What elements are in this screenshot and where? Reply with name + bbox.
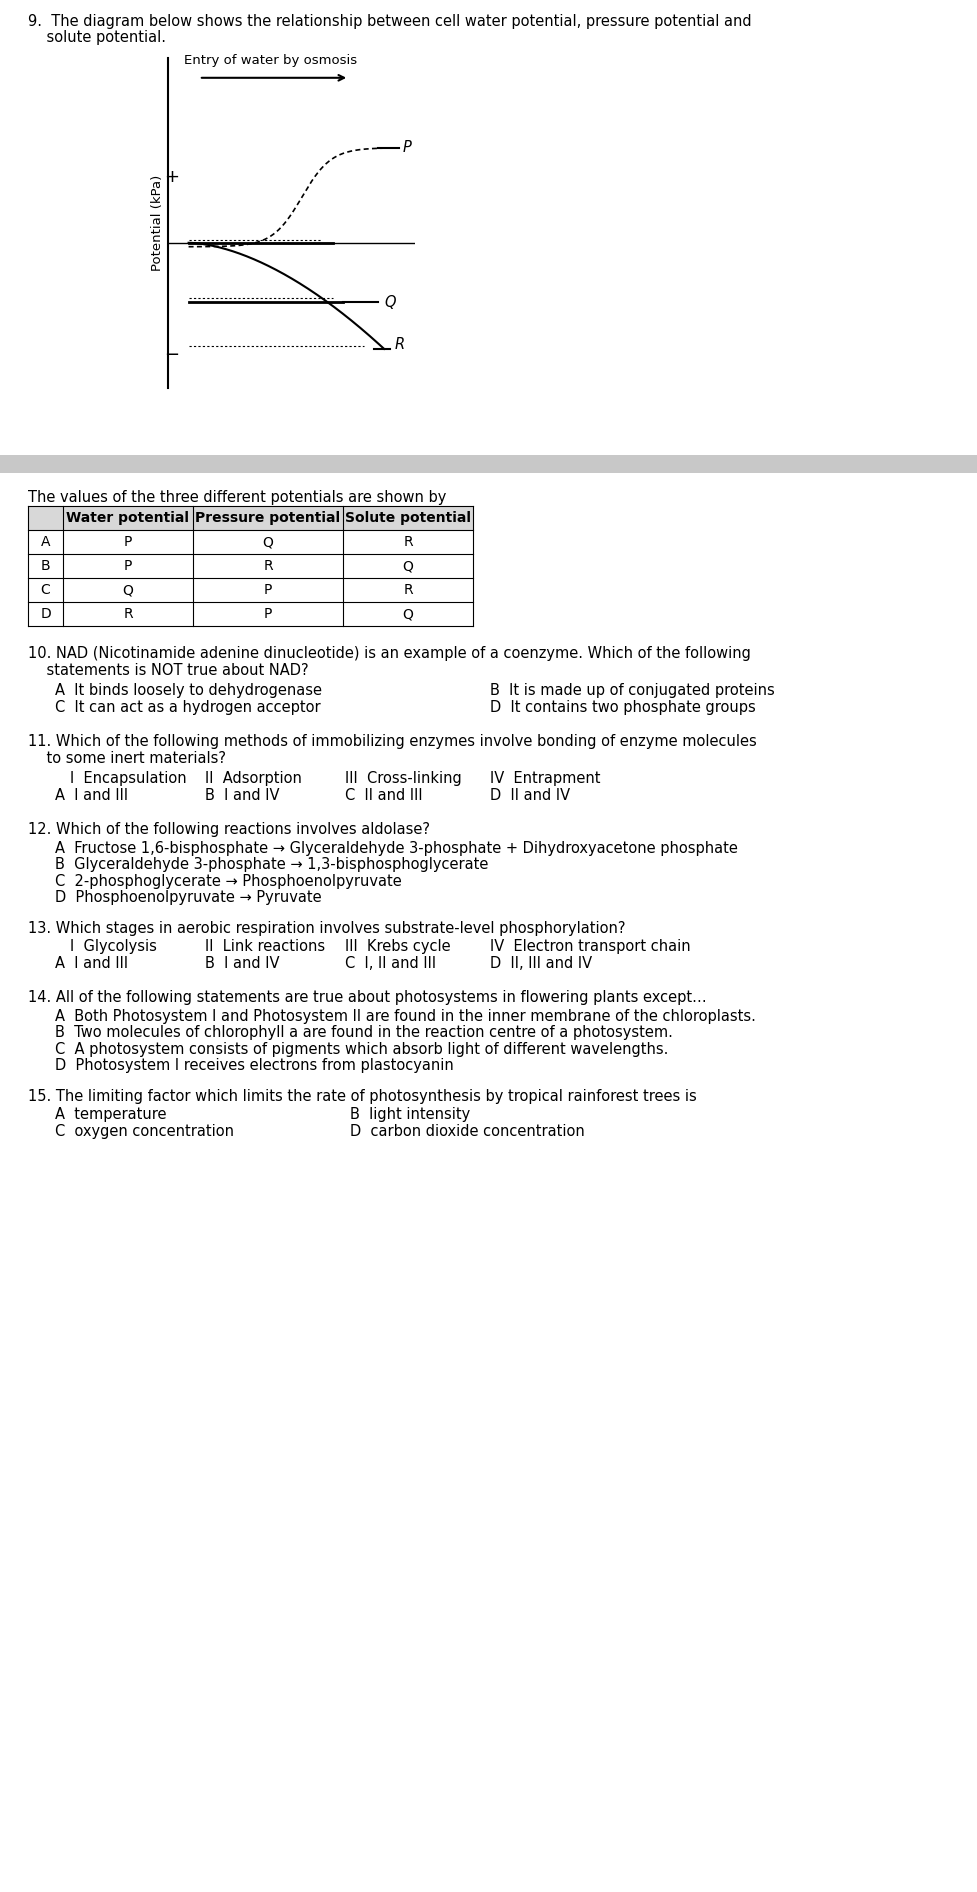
Text: C  It can act as a hydrogen acceptor: C It can act as a hydrogen acceptor: [55, 700, 320, 715]
Text: C  oxygen concentration: C oxygen concentration: [55, 1124, 234, 1139]
Text: P: P: [124, 535, 132, 549]
Text: P: P: [403, 140, 411, 155]
Text: A  I and III: A I and III: [55, 787, 128, 802]
Text: B  I and IV: B I and IV: [205, 955, 279, 971]
Text: D: D: [40, 607, 51, 621]
Text: B  Glyceraldehyde 3-phosphate → 1,3-bisphosphoglycerate: B Glyceraldehyde 3-phosphate → 1,3-bisph…: [55, 857, 488, 872]
Text: C  A photosystem consists of pigments which absorb light of different wavelength: C A photosystem consists of pigments whi…: [55, 1041, 668, 1056]
Text: III  Krebs cycle: III Krebs cycle: [345, 938, 450, 954]
Text: Water potential: Water potential: [66, 511, 190, 524]
Text: B: B: [41, 558, 50, 573]
Text: P: P: [264, 583, 273, 598]
Text: A  I and III: A I and III: [55, 955, 128, 971]
Text: A  Fructose 1,6-bisphosphate → Glyceraldehyde 3-phosphate + Dihydroxyacetone pho: A Fructose 1,6-bisphosphate → Glyceralde…: [55, 840, 738, 855]
Text: B  light intensity: B light intensity: [350, 1107, 470, 1122]
Text: A  temperature: A temperature: [55, 1107, 166, 1122]
Text: 14. All of the following statements are true about photosystems in flowering pla: 14. All of the following statements are …: [28, 990, 706, 1005]
Text: B  It is made up of conjugated proteins: B It is made up of conjugated proteins: [490, 683, 775, 698]
Bar: [0, 454, 977, 473]
Text: A: A: [41, 535, 50, 549]
Text: to some inert materials?: to some inert materials?: [28, 751, 226, 766]
Text: R: R: [263, 558, 273, 573]
Text: B  I and IV: B I and IV: [205, 787, 279, 802]
Text: B  Two molecules of chlorophyll a are found in the reaction centre of a photosys: B Two molecules of chlorophyll a are fou…: [55, 1025, 673, 1041]
Text: 11. Which of the following methods of immobilizing enzymes involve bonding of en: 11. Which of the following methods of im…: [28, 734, 757, 749]
Text: C  2-phosphoglycerate → Phosphoenolpyruvate: C 2-phosphoglycerate → Phosphoenolpyruva…: [55, 874, 402, 889]
Text: IV  Entrapment: IV Entrapment: [490, 772, 601, 785]
Text: 13. Which stages in aerobic respiration involves substrate-level phosphorylation: 13. Which stages in aerobic respiration …: [28, 921, 625, 935]
Text: C  II and III: C II and III: [345, 787, 423, 802]
Text: −: −: [164, 346, 180, 363]
Text: statements is NOT true about NAD?: statements is NOT true about NAD?: [28, 662, 309, 677]
Text: 12. Which of the following reactions involves aldolase?: 12. Which of the following reactions inv…: [28, 821, 430, 836]
Text: solute potential.: solute potential.: [28, 30, 166, 45]
Y-axis label: Potential (kPa): Potential (kPa): [150, 174, 164, 271]
Text: Entry of water by osmosis: Entry of water by osmosis: [185, 55, 358, 66]
Text: C: C: [41, 583, 51, 598]
Text: I  Glycolysis: I Glycolysis: [70, 938, 157, 954]
Text: 9.  The diagram below shows the relationship between cell water potential, press: 9. The diagram below shows the relations…: [28, 13, 751, 28]
Text: D  II, III and IV: D II, III and IV: [490, 955, 592, 971]
Text: D  Photosystem I receives electrons from plastocyanin: D Photosystem I receives electrons from …: [55, 1058, 453, 1073]
Text: D  Phosphoenolpyruvate → Pyruvate: D Phosphoenolpyruvate → Pyruvate: [55, 889, 321, 904]
Text: R: R: [404, 535, 413, 549]
Text: P: P: [264, 607, 273, 621]
Text: Q: Q: [384, 295, 396, 310]
Text: Q: Q: [263, 535, 274, 549]
Text: Q: Q: [403, 607, 413, 621]
Text: Pressure potential: Pressure potential: [195, 511, 341, 524]
Text: 10. NAD (Nicotinamide adenine dinucleotide) is an example of a coenzyme. Which o: 10. NAD (Nicotinamide adenine dinucleoti…: [28, 645, 751, 660]
Text: R: R: [123, 607, 133, 621]
Text: Q: Q: [122, 583, 134, 598]
Text: P: P: [124, 558, 132, 573]
Text: A  Both Photosystem I and Photosystem II are found in the inner membrane of the : A Both Photosystem I and Photosystem II …: [55, 1008, 756, 1024]
Text: Solute potential: Solute potential: [345, 511, 471, 524]
Text: C  I, II and III: C I, II and III: [345, 955, 436, 971]
Text: IV  Electron transport chain: IV Electron transport chain: [490, 938, 691, 954]
Text: D  II and IV: D II and IV: [490, 787, 571, 802]
Text: I  Encapsulation: I Encapsulation: [70, 772, 187, 785]
Text: II  Adsorption: II Adsorption: [205, 772, 302, 785]
Text: D  It contains two phosphate groups: D It contains two phosphate groups: [490, 700, 756, 715]
Text: II  Link reactions: II Link reactions: [205, 938, 325, 954]
Text: III  Cross-linking: III Cross-linking: [345, 772, 462, 785]
Text: Q: Q: [403, 558, 413, 573]
Text: +: +: [164, 168, 180, 185]
Text: A  It binds loosely to dehydrogenase: A It binds loosely to dehydrogenase: [55, 683, 322, 698]
Text: R: R: [395, 337, 404, 352]
Text: 15. The limiting factor which limits the rate of photosynthesis by tropical rain: 15. The limiting factor which limits the…: [28, 1088, 697, 1103]
Text: D  carbon dioxide concentration: D carbon dioxide concentration: [350, 1124, 585, 1139]
Bar: [28, 505, 473, 530]
Text: R: R: [404, 583, 413, 598]
Text: The values of the three different potentials are shown by: The values of the three different potent…: [28, 490, 446, 505]
